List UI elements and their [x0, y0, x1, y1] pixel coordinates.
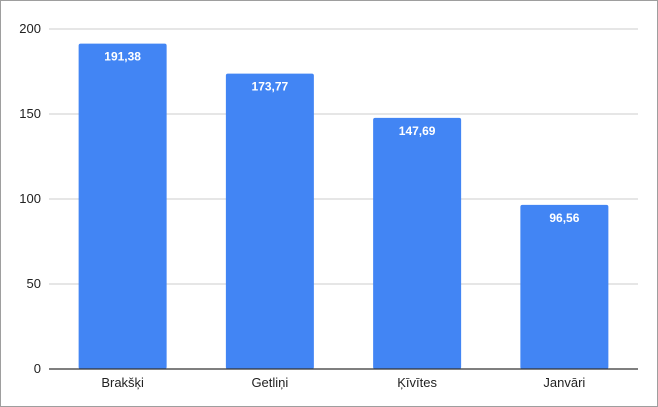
labels: 0 50 100 150 200 191,38 Brakšķi 173,77 Getliņi 14… [19, 21, 585, 390]
bar [373, 117, 462, 369]
bar [225, 73, 314, 369]
y-tick-label: 0 [34, 361, 41, 376]
data-label: 191,38 [104, 50, 141, 64]
x-category-label: Getliņi [251, 375, 288, 390]
x-category-label: Ķīvītes [397, 375, 437, 390]
bars [78, 43, 609, 370]
data-label: 173,77 [252, 80, 289, 94]
x-category-label: Janvāri [543, 375, 585, 390]
data-label: 96,56 [549, 211, 579, 225]
data-label: 147,69 [399, 124, 436, 138]
bar [520, 204, 609, 369]
y-tick-label: 200 [19, 21, 41, 36]
x-category-label: Brakšķi [101, 375, 144, 390]
bar [78, 43, 167, 370]
y-tick-label: 100 [19, 191, 41, 206]
y-tick-label: 50 [27, 276, 41, 291]
y-tick-label: 150 [19, 106, 41, 121]
